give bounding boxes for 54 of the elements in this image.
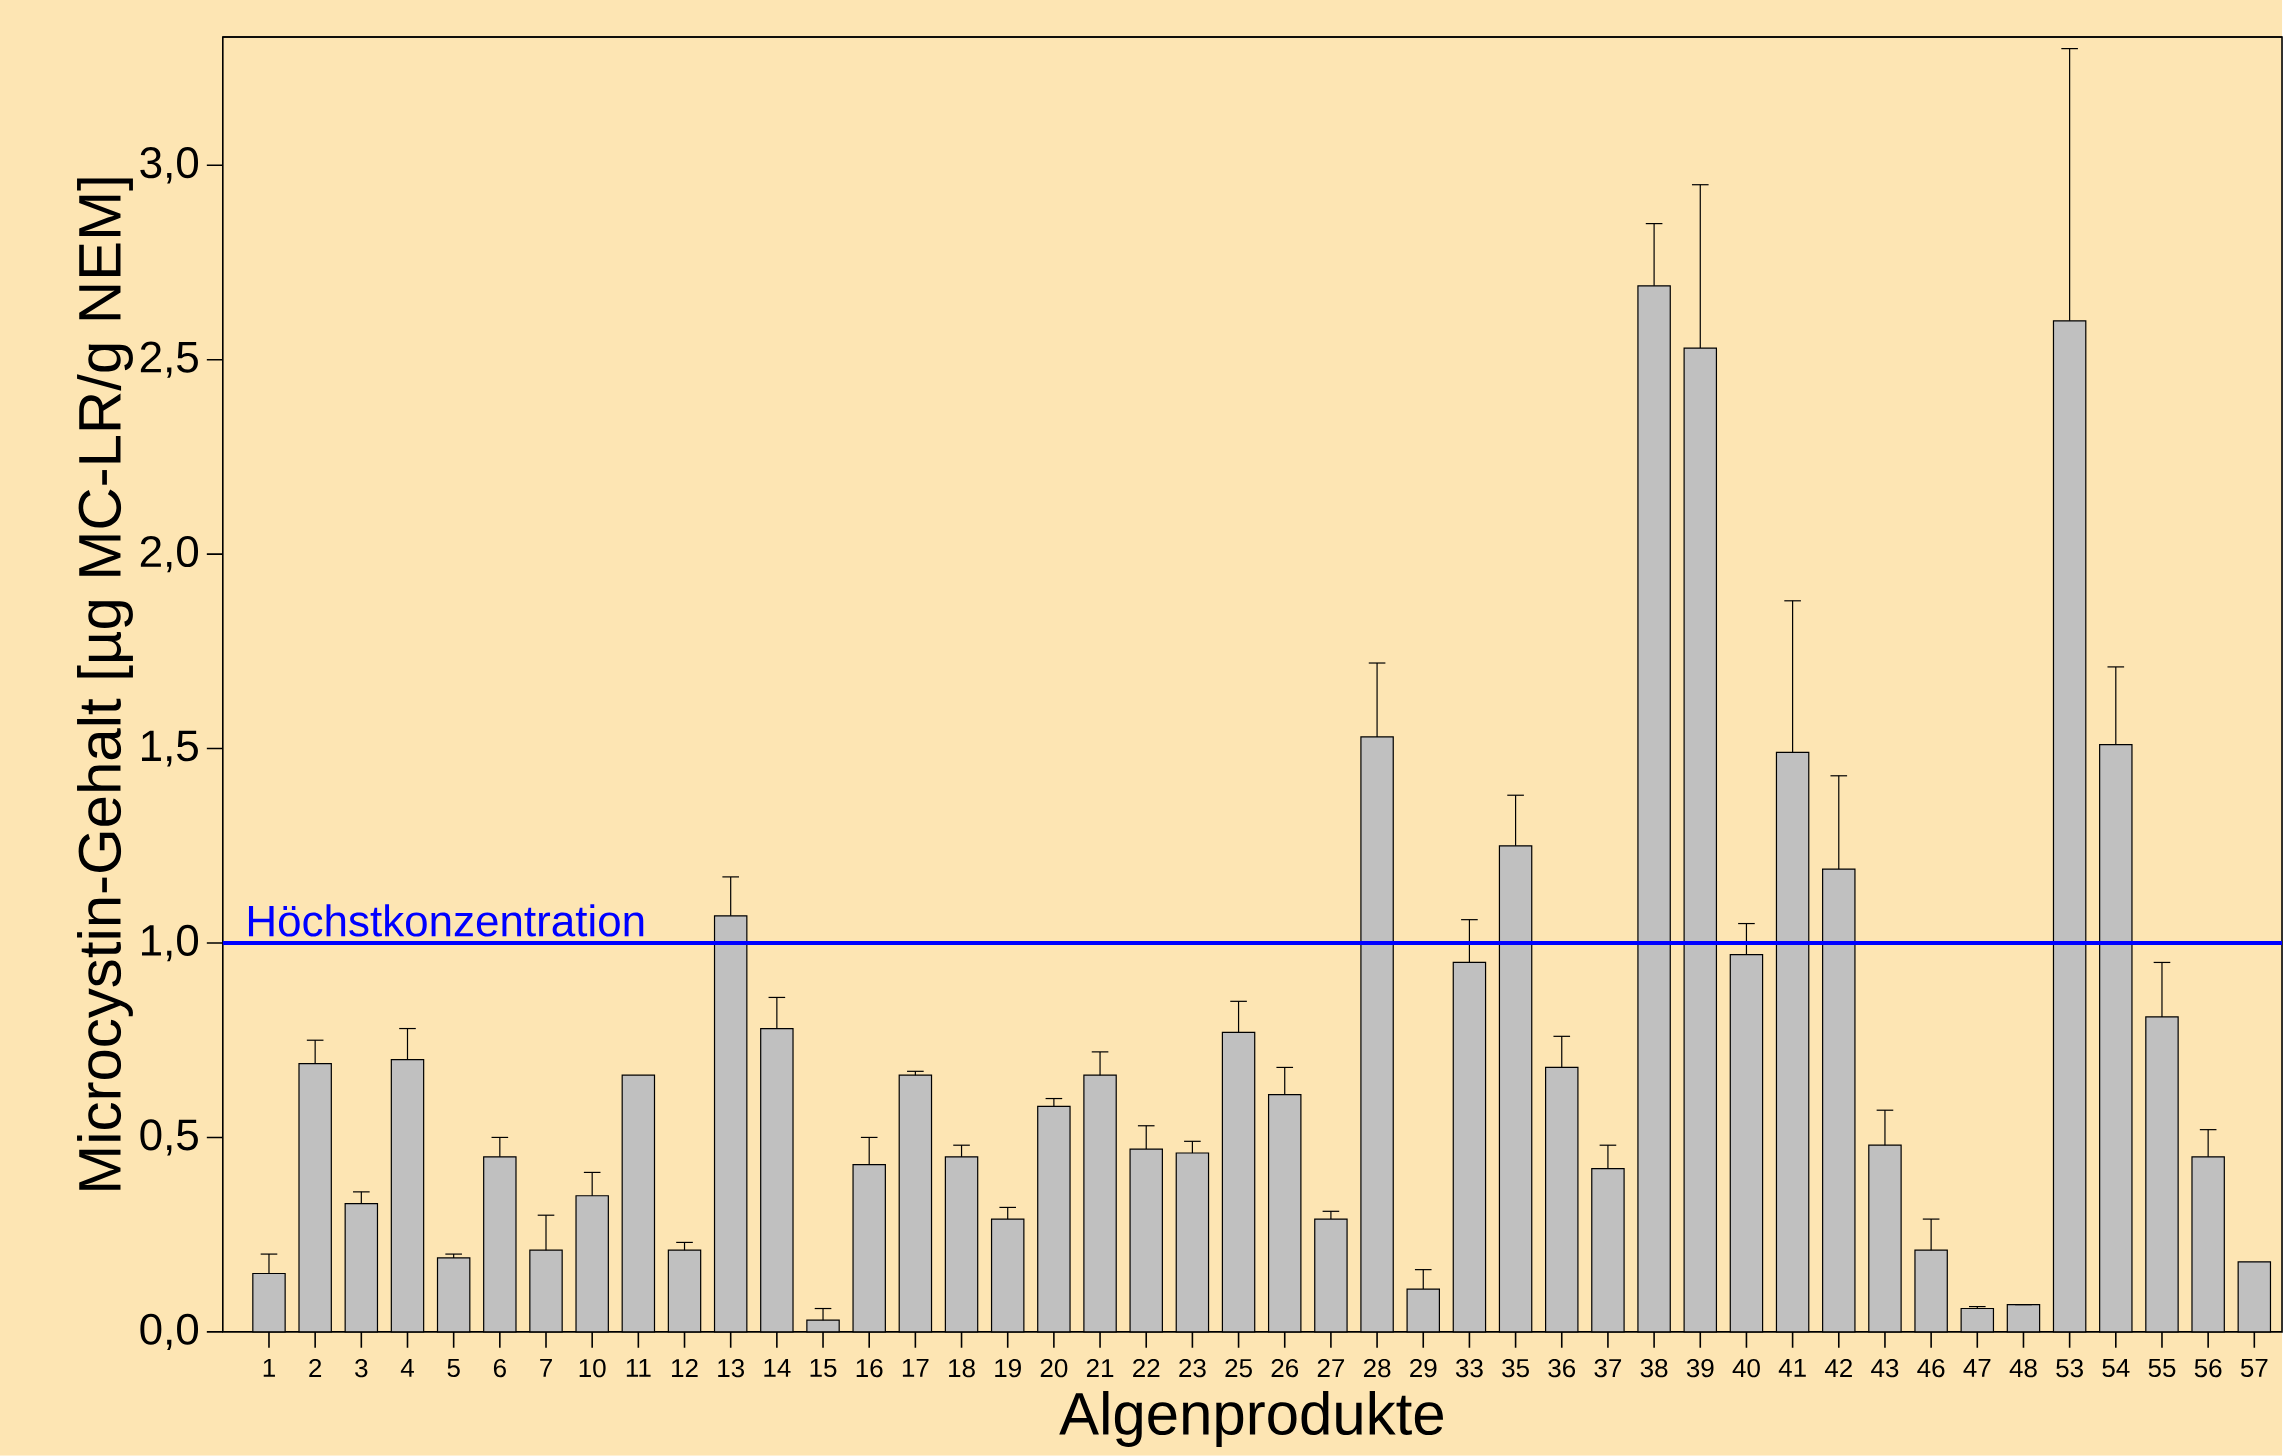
- x-tick-label: 18: [949, 1359, 975, 1378]
- x-tick-label: 33: [1455, 1359, 1483, 1378]
- x-tick-label: 39: [1686, 1359, 1714, 1378]
- x-tick-label: 16: [856, 1359, 883, 1378]
- ref-line-label: Höchstkonzentration: [248, 904, 644, 937]
- x-tick-label: 2: [309, 1359, 322, 1378]
- y-tick-label: 2,5: [140, 341, 198, 378]
- x-tick-label: 54: [2102, 1359, 2130, 1378]
- x-tick-label: 29: [1410, 1359, 1437, 1378]
- x-tick-label: 40: [1732, 1359, 1760, 1378]
- y-tick-label: 0,5: [140, 1119, 198, 1156]
- x-tick-label: 57: [2240, 1359, 2268, 1378]
- x-tick-label: 14: [764, 1359, 791, 1377]
- x-tick-label: 15: [810, 1359, 837, 1378]
- x-tick-label: 38: [1640, 1359, 1668, 1378]
- x-tick-label: 23: [1179, 1359, 1206, 1378]
- x-tick-label: 13: [718, 1359, 744, 1378]
- x-tick-label: 11: [626, 1359, 651, 1377]
- x-tick-label: 4: [400, 1359, 414, 1377]
- x-tick-label: 56: [2194, 1359, 2222, 1378]
- y-tick-label: 0,0: [140, 1313, 199, 1351]
- y-tick-label: 1,5: [142, 730, 198, 767]
- x-tick-label: 25: [1225, 1359, 1252, 1378]
- x-tick-label: 53: [2056, 1359, 2083, 1378]
- x-tick-label: 47: [1963, 1359, 1991, 1377]
- x-tick-label: 27: [1317, 1359, 1345, 1378]
- x-tick-label: 12: [672, 1359, 698, 1378]
- y-axis-title: Microcystin-Gehalt [µg MC-LR/g NEM]: [77, 178, 133, 1190]
- x-tick-label: 26: [1271, 1359, 1299, 1378]
- y-tick-label: 1,0: [142, 924, 199, 962]
- x-tick-label: 48: [2009, 1359, 2037, 1378]
- x-tick-label: 22: [1133, 1359, 1160, 1378]
- x-tick-label: 35: [1502, 1359, 1529, 1378]
- x-tick-label: 42: [1824, 1359, 1852, 1378]
- x-tick-label: 21: [1086, 1359, 1114, 1378]
- x-tick-label: 37: [1594, 1359, 1622, 1378]
- x-tick-label: 41: [1778, 1359, 1806, 1377]
- x-tick-label: 36: [1548, 1359, 1576, 1378]
- x-axis-title: Algenprodukte: [1059, 1391, 1443, 1448]
- x-tick-label: 7: [540, 1359, 552, 1377]
- y-tick-label: 2,0: [140, 536, 199, 573]
- x-tick-label: 28: [1363, 1359, 1391, 1378]
- y-tick-label: 3,0: [140, 147, 199, 184]
- x-tick-label: 43: [1871, 1359, 1899, 1378]
- x-tick-label: 20: [1040, 1359, 1068, 1378]
- x-tick-label: 1: [263, 1359, 275, 1377]
- x-tick-label: 17: [902, 1359, 929, 1377]
- x-tick-label: 19: [995, 1359, 1021, 1378]
- x-tick-label: 6: [493, 1359, 506, 1378]
- x-tick-label: 3: [355, 1359, 368, 1378]
- x-tick-label: 10: [579, 1359, 606, 1378]
- x-tick-label: 55: [2148, 1359, 2176, 1378]
- x-tick-label: 5: [447, 1359, 460, 1378]
- x-tick-label: 46: [1917, 1359, 1945, 1378]
